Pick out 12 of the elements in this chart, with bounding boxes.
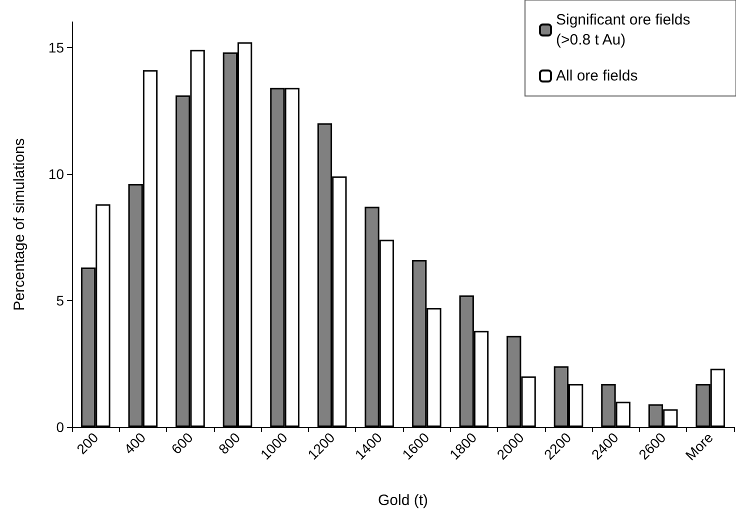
y-axis-title: Percentage of simulations [11, 138, 28, 311]
x-axis-title: Gold (t) [378, 492, 428, 509]
y-tick-label: 5 [56, 292, 64, 308]
x-tick-label: 800 [215, 429, 244, 458]
x-tick-label: 200 [73, 429, 102, 458]
x-tick-label: 600 [168, 429, 196, 458]
y-tick-label: 10 [48, 166, 64, 182]
y-tick-label: 15 [48, 39, 64, 56]
legend-label: All ore fields [556, 68, 638, 84]
x-tick-label: 400 [120, 429, 149, 458]
legend-label: Significant ore fields (>0.8 t Au) [556, 12, 694, 48]
y-tick-label: 0 [56, 419, 64, 435]
